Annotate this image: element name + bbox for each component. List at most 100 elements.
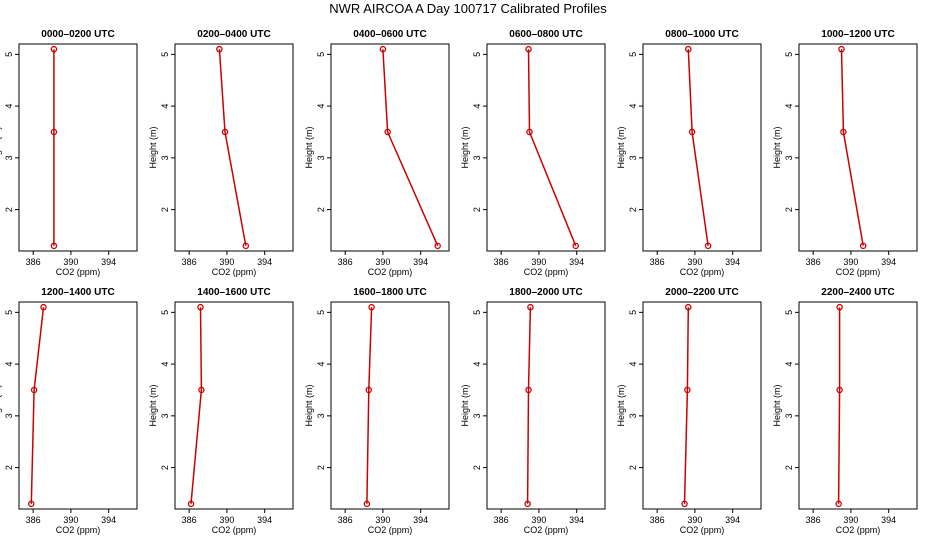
y-tick-label: 4 xyxy=(628,104,638,109)
y-tick-label: 4 xyxy=(784,362,794,367)
panel-0: 0000–0200 UTC 386 390 394 2 3 4 5 CO2 (ppm) Heigh… xyxy=(0,29,138,277)
y-tick-label: 3 xyxy=(784,155,794,160)
x-tick-label: 390 xyxy=(687,515,702,525)
y-tick-label: 2 xyxy=(160,207,170,212)
y-tick-label: 2 xyxy=(628,207,638,212)
panel-title: 2200–2400 UTC xyxy=(821,287,894,298)
series-line xyxy=(840,49,864,246)
x-tick-label: 386 xyxy=(494,257,509,267)
data-point xyxy=(384,128,391,136)
data-point xyxy=(525,386,532,394)
x-axis-label: CO2 (ppm) xyxy=(56,267,101,277)
x-axis-label: CO2 (ppm) xyxy=(56,525,101,535)
series-line xyxy=(366,307,373,504)
x-tick-label: 386 xyxy=(182,257,197,267)
series-line xyxy=(687,49,709,246)
panel-11: 2200–2400 UTC 386 390 394 2 3 4 5 CO2 (ppm) Heigh… xyxy=(772,287,918,535)
series-line xyxy=(837,307,841,504)
x-axis-label: CO2 (ppm) xyxy=(680,267,725,277)
y-tick-label: 2 xyxy=(316,465,326,470)
x-tick-label: 386 xyxy=(182,515,197,525)
panel-title: 0000–0200 UTC xyxy=(41,29,114,40)
data-point xyxy=(688,128,696,136)
plot-frame xyxy=(330,43,450,252)
series-line xyxy=(526,307,532,504)
y-axis-label: Height (m) xyxy=(616,384,626,426)
y-tick-label: 5 xyxy=(472,52,482,57)
data-point xyxy=(704,242,712,250)
y-axis-label: Height (m) xyxy=(0,126,2,168)
y-tick-label: 4 xyxy=(4,104,14,109)
y-tick-label: 2 xyxy=(784,465,794,470)
y-tick-label: 4 xyxy=(160,362,170,367)
x-tick-label: 394 xyxy=(569,515,584,525)
x-axis-label: CO2 (ppm) xyxy=(212,525,257,535)
y-tick-label: 5 xyxy=(4,52,14,57)
y-tick-label: 4 xyxy=(784,104,794,109)
y-tick-label: 3 xyxy=(316,155,326,160)
x-tick-label: 390 xyxy=(531,515,546,525)
data-point xyxy=(50,128,58,136)
x-axis-label: CO2 (ppm) xyxy=(368,267,413,277)
y-axis-label: Height (m) xyxy=(304,126,314,168)
y-axis-label: Height (m) xyxy=(616,126,626,168)
x-tick-label: 394 xyxy=(257,257,272,267)
data-point xyxy=(685,45,692,53)
data-point xyxy=(524,500,531,508)
data-point xyxy=(28,500,35,508)
y-tick-label: 3 xyxy=(784,413,794,418)
series-line xyxy=(218,49,247,246)
x-tick-label: 390 xyxy=(375,257,390,267)
data-point xyxy=(242,242,250,250)
plot-frame xyxy=(486,301,606,510)
x-axis-label: CO2 (ppm) xyxy=(680,525,725,535)
panel-title: 0400–0600 UTC xyxy=(353,29,426,40)
series-line xyxy=(190,307,203,504)
x-tick-label: 386 xyxy=(806,257,821,267)
panel-title: 1400–1600 UTC xyxy=(197,287,270,298)
y-tick-label: 4 xyxy=(4,362,14,367)
y-axis-label: Height (m) xyxy=(460,126,470,168)
y-tick-label: 3 xyxy=(160,413,170,418)
y-tick-label: 3 xyxy=(628,155,638,160)
panel-4: 0800–1000 UTC 386 390 394 2 3 4 5 CO2 (ppm) Heigh… xyxy=(616,29,762,277)
x-tick-label: 390 xyxy=(375,515,390,525)
x-tick-label: 386 xyxy=(338,515,353,525)
panel-10: 2000–2200 UTC 386 390 394 2 3 4 5 CO2 (ppm) Heigh… xyxy=(616,287,762,535)
y-axis-label: Height (m) xyxy=(304,384,314,426)
y-tick-label: 3 xyxy=(472,413,482,418)
x-tick-label: 386 xyxy=(806,515,821,525)
x-tick-label: 390 xyxy=(63,515,78,525)
x-tick-label: 394 xyxy=(101,257,116,267)
y-tick-label: 2 xyxy=(472,207,482,212)
data-point xyxy=(50,45,58,53)
x-axis-label: CO2 (ppm) xyxy=(524,267,569,277)
y-axis-label: Height (m) xyxy=(0,384,2,426)
panel-1: 0200–0400 UTC 386 390 394 2 3 4 5 CO2 (ppm) Heigh… xyxy=(148,29,294,277)
y-tick-label: 4 xyxy=(316,104,326,109)
y-tick-label: 3 xyxy=(628,413,638,418)
y-axis-label: Height (m) xyxy=(772,384,782,426)
x-axis-label: CO2 (ppm) xyxy=(836,525,881,535)
y-axis-label: Height (m) xyxy=(148,384,158,426)
data-point xyxy=(838,45,845,53)
series-line xyxy=(30,307,45,504)
y-tick-label: 2 xyxy=(784,207,794,212)
x-tick-label: 386 xyxy=(26,515,41,525)
plot-frame xyxy=(642,301,762,510)
plot-frame xyxy=(798,43,918,252)
panel-title: 0800–1000 UTC xyxy=(665,29,738,40)
data-point xyxy=(50,242,58,250)
data-point xyxy=(40,303,47,311)
y-tick-label: 2 xyxy=(472,465,482,470)
panel-title: 0200–0400 UTC xyxy=(197,29,270,40)
x-axis-label: CO2 (ppm) xyxy=(368,525,413,535)
figure-title: NWR AIRCOA A Day 100717 Calibrated Profi… xyxy=(329,1,607,16)
x-tick-label: 390 xyxy=(843,257,858,267)
y-tick-label: 4 xyxy=(628,362,638,367)
data-point xyxy=(836,303,843,311)
y-tick-label: 5 xyxy=(628,310,638,315)
data-point xyxy=(30,386,38,394)
y-tick-label: 5 xyxy=(316,52,326,57)
x-axis-label: CO2 (ppm) xyxy=(836,267,881,277)
